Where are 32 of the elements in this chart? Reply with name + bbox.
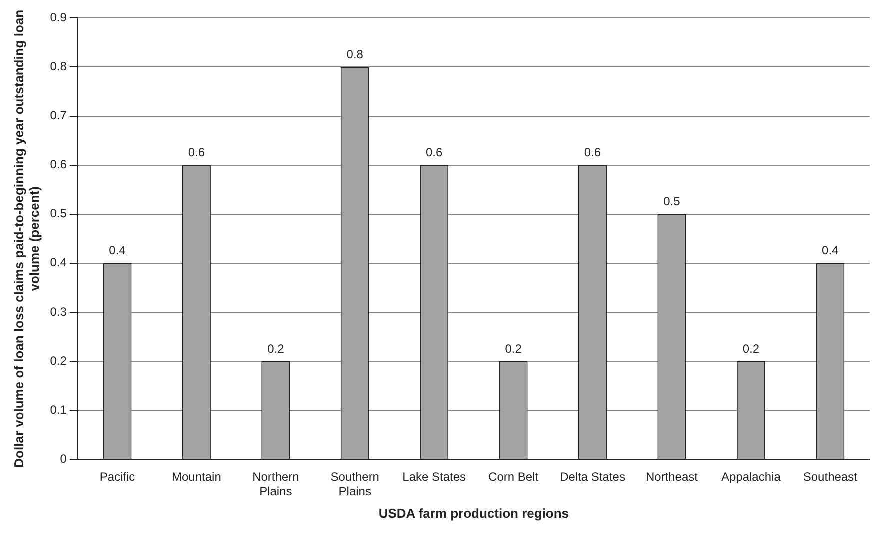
y-tick-label: 0.1 — [50, 402, 68, 417]
data-label: 0.6 — [188, 146, 206, 160]
x-tick-label: Southern Plains — [330, 470, 380, 499]
y-tick-label: 0.2 — [50, 354, 68, 368]
y-tick-label: 0 — [60, 452, 68, 466]
x-tick-label: Northeast — [646, 470, 699, 484]
y-tick-label: 0.9 — [50, 10, 68, 25]
data-label: 0.6 — [426, 146, 443, 160]
y-tick-label: 0.3 — [50, 304, 68, 319]
x-tick-label: Southeast — [803, 470, 858, 484]
data-label: 0.2 — [505, 342, 522, 356]
data-label: 0.5 — [664, 194, 681, 209]
x-tick-label: Appalachia — [721, 470, 782, 484]
x-tick-label: Pacific — [100, 470, 136, 484]
x-axis-title: USDA farm production regions — [378, 506, 570, 521]
x-tick-label: Lake States — [402, 470, 466, 484]
data-label: 0.2 — [268, 342, 285, 356]
data-label: 0.4 — [822, 244, 840, 258]
y-tick-label: 0.5 — [50, 206, 68, 221]
x-tick-label: Mountain — [172, 470, 222, 484]
y-axis-title: Dollar volume of loan loss claims paid-to-beginning year outstanding loan volume (percent) — [11, 10, 42, 468]
y-tick-label: 0.8 — [50, 60, 68, 74]
data-label: 0.6 — [584, 146, 602, 160]
y-tick-label: 0.7 — [50, 108, 68, 123]
data-label: 0.2 — [742, 342, 760, 356]
y-tick-label: 0.4 — [50, 256, 68, 270]
x-tick-label: Delta States — [560, 470, 626, 484]
data-label: 0.4 — [109, 244, 126, 258]
y-tick-label: 0.6 — [50, 158, 68, 172]
x-tick-label: Northern Plains — [252, 470, 300, 499]
x-tick-label: Corn Belt — [488, 470, 540, 484]
data-label: 0.8 — [346, 48, 364, 62]
